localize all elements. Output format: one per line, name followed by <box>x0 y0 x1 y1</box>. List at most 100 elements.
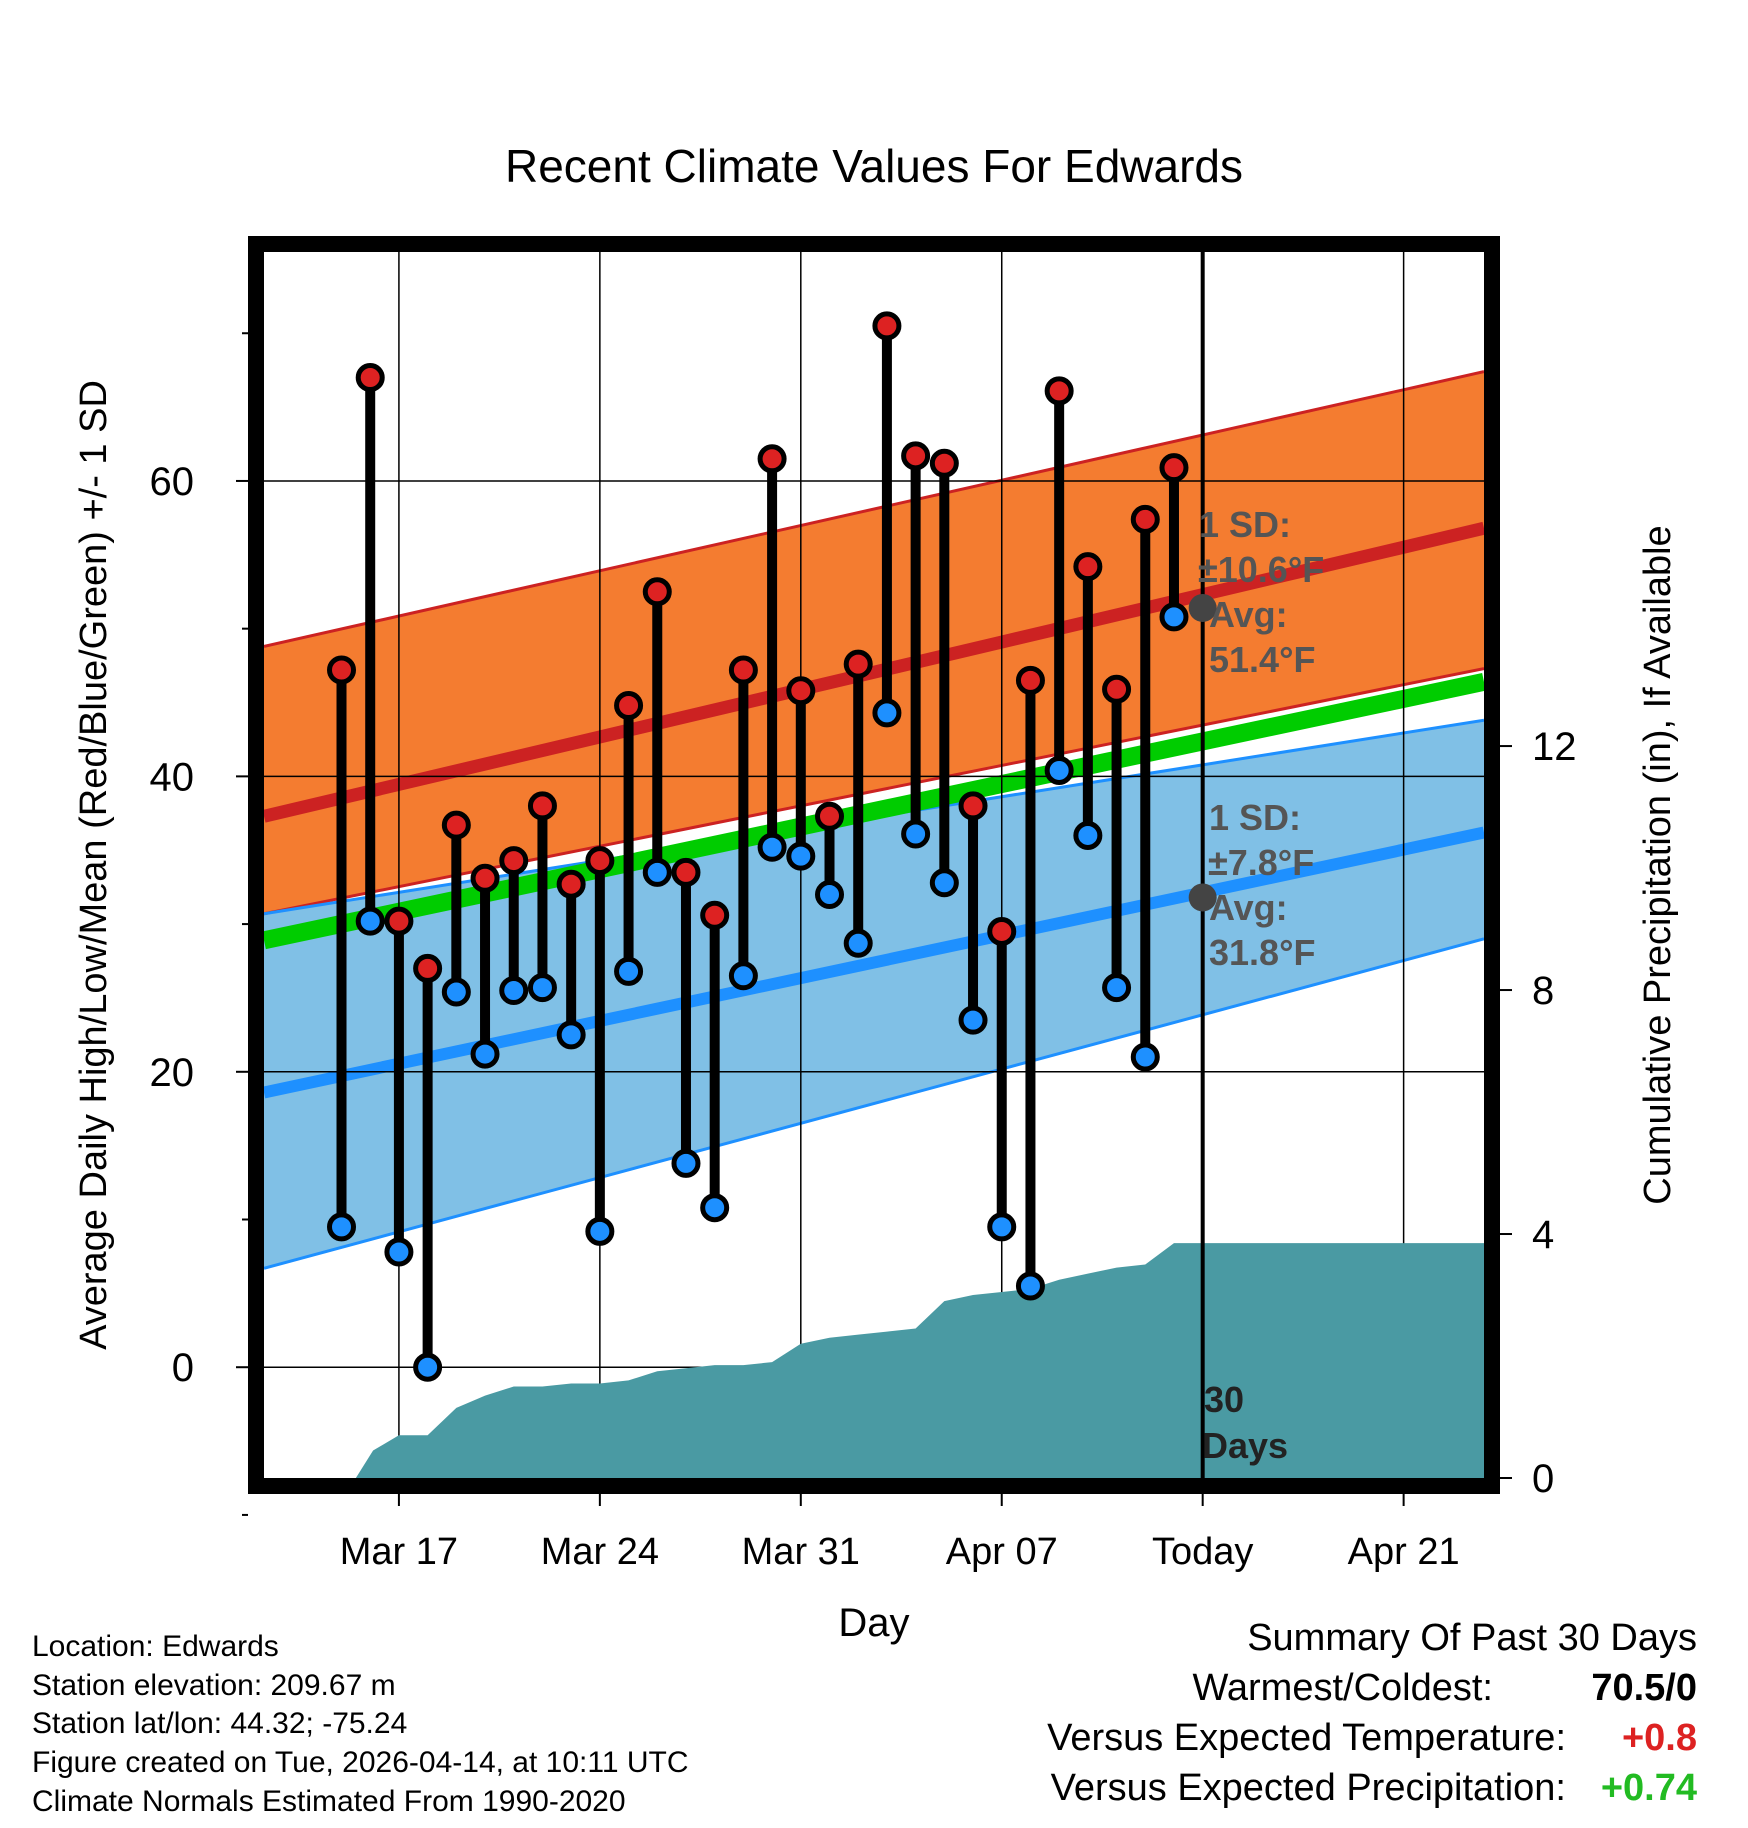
x-tick-label: Mar 17 <box>340 1531 458 1573</box>
daily-high-point <box>987 916 1017 946</box>
daily-high-point <box>700 900 730 930</box>
daily-low-point <box>499 976 529 1006</box>
info-elevation: Station elevation: 209.67 m <box>32 1669 396 1702</box>
normal-mean-line <box>264 673 1484 950</box>
daily-low-point <box>642 857 672 887</box>
daily-high-point <box>872 311 902 341</box>
info-latlon: Station lat/lon: 44.32; -75.24 <box>32 1707 408 1740</box>
daily-high-point <box>1102 674 1132 704</box>
daily-low-point <box>585 1216 615 1246</box>
high-band-upper-edge <box>264 370 1484 648</box>
daily-high-point <box>642 577 672 607</box>
y-right-tick-label: 8 <box>1532 969 1554 1013</box>
daily-high-point <box>384 906 414 936</box>
daily-high-point <box>671 857 701 887</box>
daily-high-point <box>441 810 471 840</box>
y-left-tick-label: 20 <box>150 1051 195 1095</box>
low-avg-label: Avg: <box>1209 887 1288 928</box>
today-normal-high-marker <box>1188 593 1217 622</box>
low-band-lower-edge <box>264 937 1484 1270</box>
y-left-tick-label: 40 <box>150 755 195 799</box>
daily-low-point <box>671 1148 701 1178</box>
low-sd-label: 1 SD: <box>1209 797 1301 838</box>
high-avg-label: Avg: <box>1209 594 1288 635</box>
low-sd-value: ±7.8°F <box>1208 842 1314 883</box>
daily-high-point <box>901 441 931 471</box>
daily-low-point <box>815 880 845 910</box>
warmest-coldest-label: Warmest/Coldest: <box>1192 1667 1493 1709</box>
axes: Mar 17 Mar 24 Mar 31 Apr 07 Today Apr 2102040… <box>150 332 1577 1573</box>
daily-high-point <box>470 863 500 893</box>
daily-high-point <box>413 953 443 983</box>
y-axis-left-label: Average Daily High/Low/Mean (Red/Blue/Gr… <box>73 380 115 1350</box>
plot-area <box>264 252 1484 1478</box>
daily-low-point <box>929 868 959 898</box>
daily-low-point <box>757 832 787 862</box>
days-annotation: 30 Days <box>1202 1379 1288 1466</box>
daily-low-point <box>843 928 873 958</box>
daily-high-point <box>527 791 557 821</box>
daily-low-point <box>1044 755 1074 785</box>
daily-high-point <box>1130 504 1160 534</box>
low-avg-value: 31.8°F <box>1209 932 1315 973</box>
daily-low-point <box>355 906 385 936</box>
daily-high-point <box>815 801 845 831</box>
daily-low-point <box>700 1193 730 1223</box>
daily-high-point <box>585 846 615 876</box>
normal-low-line <box>264 826 1484 1099</box>
y-right-tick-label: 4 <box>1532 1213 1554 1257</box>
y-right-tick-label: 12 <box>1532 725 1577 769</box>
daily-low-point <box>1159 602 1189 632</box>
daily-low-point <box>958 1005 988 1035</box>
low-normal-band <box>264 720 1484 1269</box>
summary-title: Summary Of Past 30 Days <box>1247 1617 1697 1659</box>
precip-vs-expected-label: Versus Expected Precipitation: <box>1050 1767 1566 1809</box>
daily-low-point <box>470 1039 500 1069</box>
daily-low-point <box>1102 973 1132 1003</box>
daily-low-point <box>413 1352 443 1382</box>
high-band-lower-edge <box>264 667 1484 916</box>
daily-high-point <box>843 649 873 679</box>
daily-high-point <box>786 676 816 706</box>
high-sd-label: 1 SD: <box>1199 504 1291 545</box>
days-word: Days <box>1202 1425 1288 1466</box>
daily-high-point <box>327 655 357 685</box>
daily-high-point <box>1015 665 1045 695</box>
high-normal-band <box>264 371 1484 914</box>
daily-low-point <box>901 819 931 849</box>
y-right-tick-label: 0 <box>1532 1457 1554 1501</box>
daily-high-point <box>728 655 758 685</box>
low-annotation: 1 SD: ±7.8°F Avg: 31.8°F <box>1208 797 1315 973</box>
daily-low-point <box>441 977 471 1007</box>
info-normals: Climate Normals Estimated From 1990-2020 <box>32 1785 626 1818</box>
daily-low-point <box>327 1212 357 1242</box>
daily-low-point <box>872 698 902 728</box>
plot-overlay <box>327 252 1217 1478</box>
daily-high-point <box>757 444 787 474</box>
daily-high-point <box>355 363 385 393</box>
info-location: Location: Edwards <box>32 1630 279 1663</box>
daily-high-point <box>1044 376 1074 406</box>
daily-low-point <box>1015 1271 1045 1301</box>
temp-vs-expected-value: +0.8 <box>1621 1717 1697 1759</box>
y-left-tick-label: 60 <box>150 460 195 504</box>
plot-frame <box>248 236 1500 1494</box>
y-left-tick-label: 0 <box>172 1346 194 1390</box>
precipitation-area <box>332 1243 1484 1478</box>
chart-title: Recent Climate Values For Edwards <box>505 140 1243 192</box>
x-tick-label: Apr 21 <box>1348 1531 1460 1573</box>
daily-low-point <box>1073 820 1103 850</box>
daily-high-point <box>556 869 586 899</box>
y-axis-right-label: Cumulative Precipitation (in), If Availa… <box>1637 525 1679 1204</box>
daily-low-point <box>987 1212 1017 1242</box>
daily-high-point <box>614 690 644 720</box>
warmest-coldest-value: 70.5/0 <box>1591 1667 1697 1709</box>
x-tick-label: Mar 31 <box>742 1531 860 1573</box>
daily-high-point <box>958 791 988 821</box>
x-axis-label: Day <box>838 1601 909 1645</box>
temp-vs-expected-label: Versus Expected Temperature: <box>1047 1717 1566 1759</box>
daily-low-point <box>527 973 557 1003</box>
normal-high-line <box>264 521 1484 823</box>
daily-low-point <box>728 961 758 991</box>
